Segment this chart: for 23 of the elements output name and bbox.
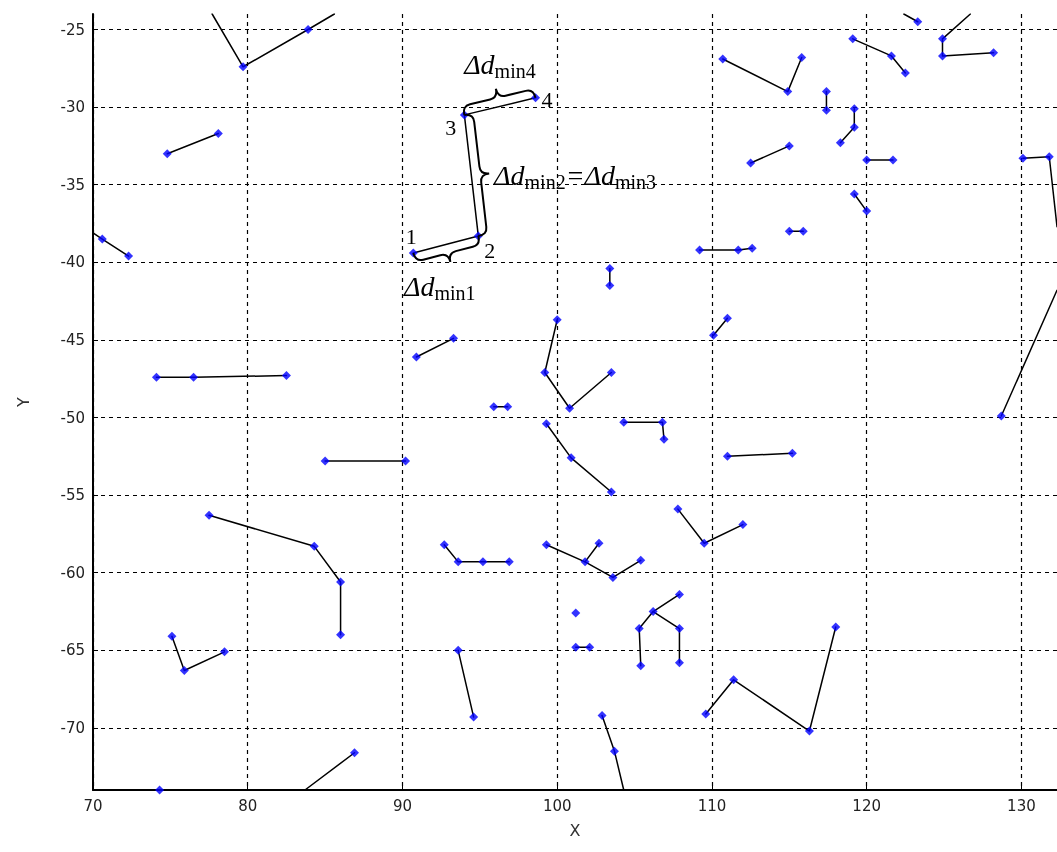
x-tick-label: 100 [542, 796, 572, 815]
annotation: 3 [445, 115, 457, 141]
annotation: 2 [484, 238, 496, 264]
y-tick-label: -30 [60, 98, 85, 117]
y-tick-label: -55 [60, 486, 85, 505]
y-tick-label: -50 [60, 408, 85, 427]
y-tick-label: -45 [60, 330, 85, 349]
y-axis-title: Y [13, 396, 33, 408]
x-tick-label: 90 [392, 796, 413, 815]
x-tick-label: 80 [238, 796, 258, 815]
x-tick-label: 130 [1007, 796, 1036, 815]
y-tick-label: -65 [60, 641, 85, 660]
x-tick-label: 120 [852, 796, 881, 815]
annotation: 1 [405, 223, 417, 249]
annotation: 4 [541, 87, 553, 113]
y-tick-label: -60 [60, 563, 85, 582]
x-tick-label: 70 [83, 796, 103, 815]
x-axis-title: X [569, 820, 581, 840]
x-tick-label: 110 [697, 796, 727, 815]
y-tick-label: -35 [60, 175, 85, 194]
y-tick-label: -40 [60, 253, 85, 272]
y-tick-label: -70 [60, 718, 85, 737]
y-tick-label: -25 [60, 20, 85, 39]
